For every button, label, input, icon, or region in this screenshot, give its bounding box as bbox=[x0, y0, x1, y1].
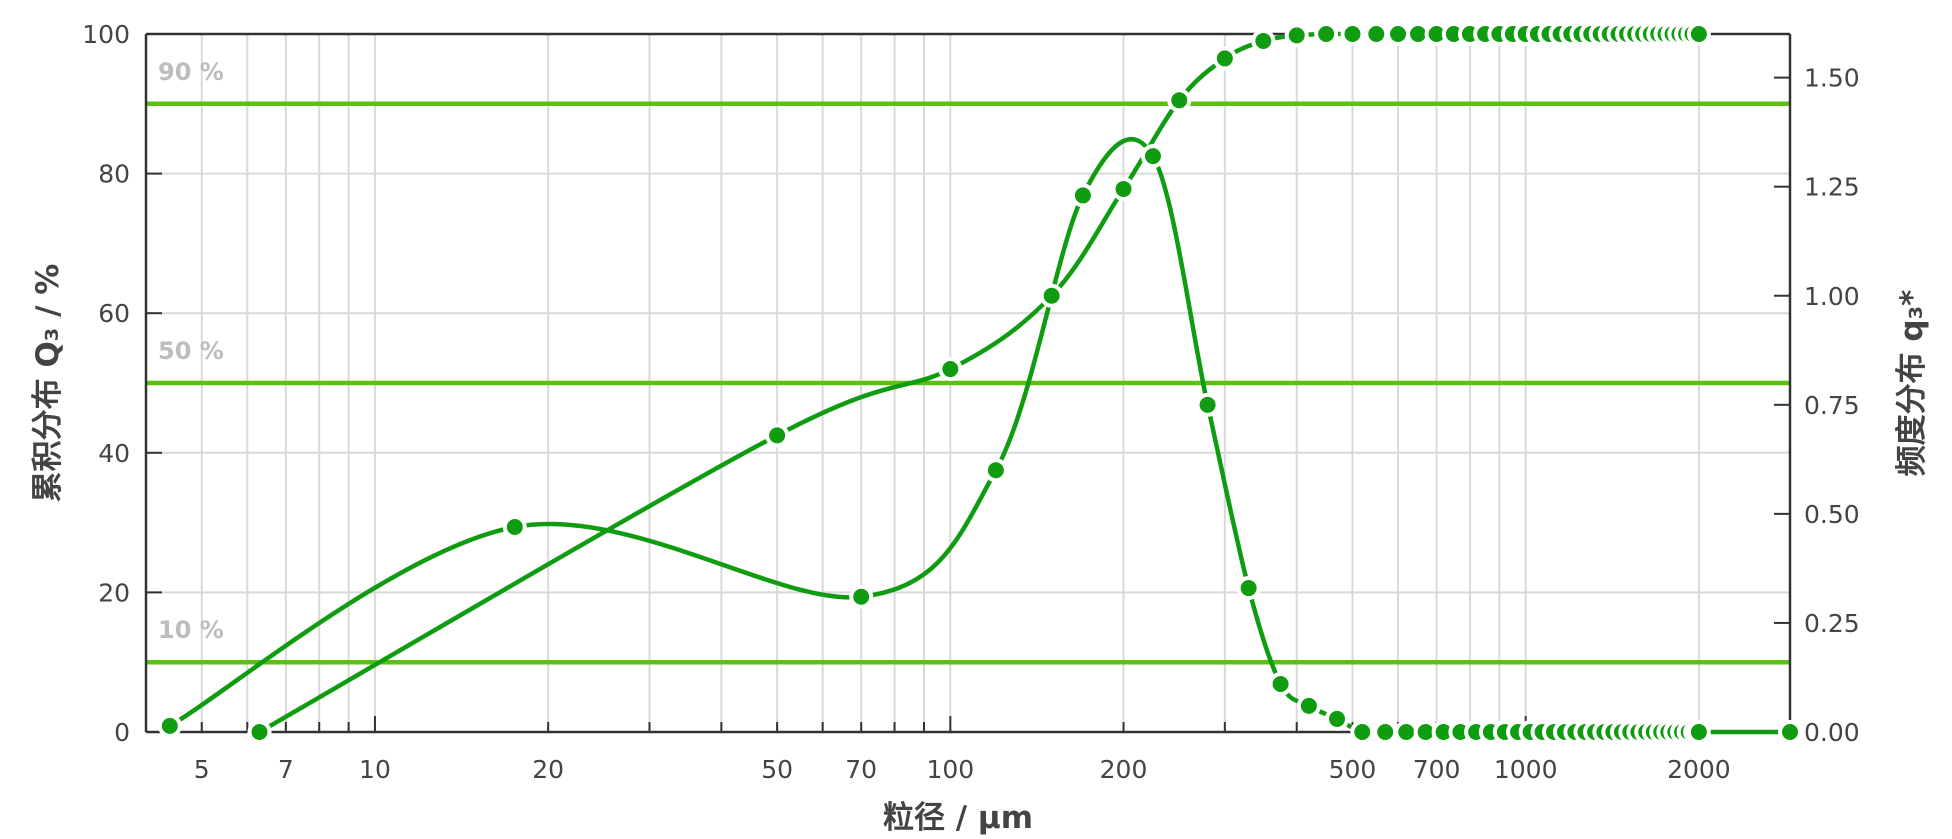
frequency-point bbox=[502, 514, 527, 539]
frequency-point bbox=[1325, 706, 1350, 731]
x-tick-label: 7 bbox=[278, 755, 294, 784]
y-left-tick-label: 100 bbox=[82, 20, 130, 49]
x-tick-label: 2000 bbox=[1667, 755, 1731, 784]
frequency-point bbox=[1268, 672, 1293, 697]
cumulative-point bbox=[1039, 283, 1064, 308]
cumulative-point bbox=[1386, 22, 1411, 46]
cumulative-point bbox=[247, 720, 272, 744]
y-right-tick-label: 1.50 bbox=[1804, 64, 1860, 93]
y-right-tick-label: 1.25 bbox=[1804, 173, 1860, 202]
y-right-axis-title: 频度分布 q₃* bbox=[1894, 290, 1930, 477]
cumulative-point bbox=[1167, 88, 1192, 113]
y-left-axis-title: 累积分布 Q₃ / % bbox=[30, 264, 66, 503]
x-tick-label: 1000 bbox=[1494, 755, 1558, 784]
frequency-point bbox=[1140, 144, 1165, 169]
y-right-tick-label: 1.00 bbox=[1804, 282, 1860, 311]
y-right-tick-label: 0.75 bbox=[1804, 391, 1860, 420]
x-axis-title: 粒径 / μm bbox=[883, 800, 1033, 836]
y-left-tick-label: 20 bbox=[98, 578, 130, 607]
frequency-point bbox=[1350, 720, 1375, 744]
y-left-tick-label: 80 bbox=[98, 160, 130, 189]
reference-lines bbox=[146, 101, 1790, 665]
frequency-point bbox=[1778, 720, 1802, 744]
cumulative-point bbox=[1111, 176, 1136, 201]
cumulative-point bbox=[1686, 22, 1711, 46]
frequency-point bbox=[1373, 720, 1398, 744]
cumulative-point bbox=[765, 423, 790, 448]
x-tick-label: 200 bbox=[1100, 755, 1148, 784]
y-right-tick-label: 0.25 bbox=[1804, 609, 1860, 638]
data-points bbox=[157, 22, 1802, 744]
y-right-tick-label: 0.50 bbox=[1804, 500, 1860, 529]
frequency-point bbox=[1296, 693, 1321, 718]
cumulative-point bbox=[1314, 22, 1339, 46]
y-left-tick-label: 40 bbox=[98, 439, 130, 468]
x-tick-label: 50 bbox=[761, 755, 793, 784]
cumulative-point bbox=[1364, 22, 1389, 46]
cumulative-point bbox=[938, 357, 963, 382]
cumulative-point bbox=[1340, 22, 1365, 46]
cumulative-point bbox=[1284, 23, 1309, 48]
y-right-tick-label: 0.00 bbox=[1804, 718, 1860, 747]
reference-label-50: 50 % bbox=[158, 337, 224, 365]
frequency-point bbox=[849, 584, 874, 609]
reference-label-90: 90 % bbox=[158, 58, 224, 86]
x-tick-label: 700 bbox=[1413, 755, 1461, 784]
cumulative-point bbox=[1251, 28, 1276, 53]
x-tick-label: 500 bbox=[1329, 755, 1377, 784]
frequency-point bbox=[1394, 720, 1419, 744]
x-tick-label: 20 bbox=[532, 755, 564, 784]
y-left-tick-label: 0 bbox=[114, 718, 130, 747]
x-tick-label: 100 bbox=[926, 755, 974, 784]
labels: 0 20 40 60 80 100 0.00 0.25 0.50 0.75 1.00 1.25 1.50… bbox=[30, 20, 1930, 836]
reference-label-10: 10 % bbox=[158, 616, 224, 644]
frequency-point bbox=[1236, 576, 1261, 601]
frequency-point bbox=[1195, 392, 1220, 417]
frequency-point bbox=[157, 713, 182, 738]
x-tick-label: 10 bbox=[359, 755, 391, 784]
y-left-tick-label: 60 bbox=[98, 299, 130, 328]
cumulative-point bbox=[1212, 46, 1237, 71]
x-tick-label: 70 bbox=[845, 755, 877, 784]
x-tick-label: 5 bbox=[194, 755, 210, 784]
frequency-point bbox=[983, 458, 1008, 483]
frequency-point bbox=[1686, 720, 1711, 744]
frequency-point bbox=[1070, 183, 1095, 208]
